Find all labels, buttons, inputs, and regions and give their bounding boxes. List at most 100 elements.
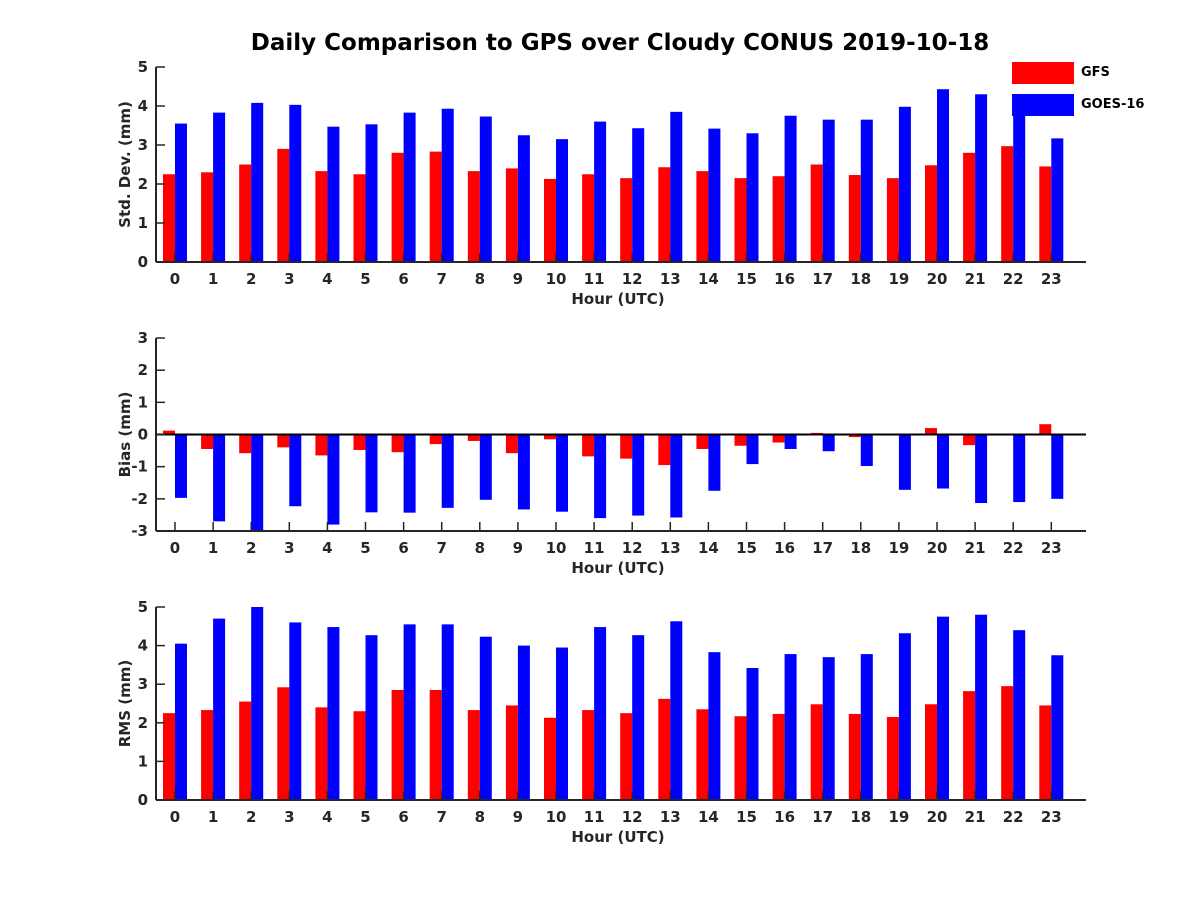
bar-std-gfs-4 (315, 171, 328, 262)
bar-bias-gfs-4 (315, 434, 328, 456)
bar-std-gfs-3 (277, 148, 290, 262)
bar-bias-goes16-12 (632, 434, 645, 516)
x-tick-label-bias-14: 14 (698, 539, 719, 557)
bar-std-goes16-12 (632, 128, 645, 262)
bar-std-goes16-4 (327, 126, 340, 262)
bar-std-gfs-15 (734, 178, 747, 262)
bar-bias-goes16-22 (1013, 434, 1026, 503)
bar-rms-goes16-12 (632, 635, 645, 800)
bar-std-gfs-23 (1039, 166, 1052, 262)
bar-bias-gfs-21 (963, 434, 976, 446)
x-tick-label-bias-18: 18 (850, 539, 871, 557)
x-tick-label-bias-22: 22 (1003, 539, 1024, 557)
bar-bias-goes16-3 (289, 434, 302, 507)
x-tick-label-rms-8: 8 (475, 808, 485, 826)
bar-rms-goes16-1 (213, 618, 226, 800)
bar-bias-gfs-9 (505, 434, 518, 454)
x-tick-label-std-12: 12 (622, 270, 643, 288)
x-tick-label-rms-0: 0 (170, 808, 180, 826)
x-tick-label-std-19: 19 (888, 270, 909, 288)
y-tick-label-bias--2: -2 (131, 490, 148, 508)
bar-rms-gfs-21 (963, 691, 976, 800)
bar-bias-goes16-21 (975, 434, 988, 504)
bar-bias-goes16-14 (708, 434, 721, 491)
x-axis-label-rms: Hour (UTC) (571, 828, 664, 846)
bar-bias-gfs-12 (620, 434, 633, 459)
bar-bias-goes16-17 (822, 434, 835, 452)
x-tick-label-bias-12: 12 (622, 539, 643, 557)
x-tick-label-bias-8: 8 (475, 539, 485, 557)
bar-std-gfs-0 (163, 174, 175, 262)
x-tick-label-rms-21: 21 (965, 808, 986, 826)
x-tick-label-bias-17: 17 (812, 539, 833, 557)
x-tick-label-std-14: 14 (698, 270, 719, 288)
y-axis-label-rms: RMS (mm) (116, 660, 134, 747)
bar-rms-goes16-21 (975, 614, 988, 800)
bar-std-goes16-9 (517, 135, 530, 262)
bar-rms-gfs-3 (277, 687, 290, 800)
x-tick-label-rms-5: 5 (360, 808, 370, 826)
x-tick-label-rms-14: 14 (698, 808, 719, 826)
y-axis-label-bias: Bias (mm) (116, 392, 134, 478)
bar-rms-goes16-3 (289, 622, 302, 800)
legend-swatch-goes16 (1012, 94, 1074, 116)
y-tick-label-bias-0: 0 (138, 426, 148, 444)
y-tick-label-rms-3: 3 (138, 675, 148, 693)
bar-std-goes16-21 (975, 94, 988, 262)
bar-rms-gfs-22 (1001, 686, 1014, 800)
x-tick-label-std-2: 2 (246, 270, 256, 288)
bar-rms-goes16-0 (175, 643, 187, 800)
x-tick-label-bias-1: 1 (208, 539, 218, 557)
bar-rms-gfs-23 (1039, 705, 1052, 800)
bar-bias-goes16-16 (784, 434, 797, 449)
bar-rms-goes16-6 (403, 624, 416, 800)
x-tick-label-rms-18: 18 (850, 808, 871, 826)
bar-rms-gfs-11 (582, 710, 595, 800)
bar-std-gfs-22 (1001, 146, 1014, 262)
bar-std-goes16-14 (708, 128, 721, 262)
bar-bias-goes16-2 (251, 434, 264, 531)
bar-rms-goes16-18 (860, 654, 873, 800)
bar-bias-gfs-8 (467, 434, 480, 441)
bar-rms-gfs-13 (658, 698, 671, 800)
x-tick-label-rms-9: 9 (513, 808, 523, 826)
x-tick-label-std-16: 16 (774, 270, 795, 288)
bar-bias-goes16-19 (898, 434, 911, 490)
bar-std-goes16-7 (441, 108, 454, 262)
x-tick-label-bias-5: 5 (360, 539, 370, 557)
bar-std-goes16-15 (746, 133, 759, 262)
legend-label-gfs: GFS (1081, 65, 1110, 80)
bar-rms-gfs-2 (239, 701, 252, 800)
bar-rms-goes16-23 (1051, 655, 1064, 800)
bar-rms-goes16-20 (937, 616, 949, 800)
x-tick-label-rms-23: 23 (1041, 808, 1062, 826)
bar-std-goes16-23 (1051, 138, 1064, 262)
bar-bias-goes16-15 (746, 434, 759, 465)
x-tick-label-bias-0: 0 (170, 539, 180, 557)
bar-std-gfs-11 (582, 174, 595, 262)
bar-std-goes16-8 (479, 116, 492, 262)
bar-bias-goes16-0 (175, 434, 187, 498)
bar-bias-gfs-18 (848, 434, 861, 438)
x-tick-label-rms-15: 15 (736, 808, 757, 826)
bar-rms-goes16-10 (556, 647, 568, 800)
x-tick-label-rms-11: 11 (584, 808, 605, 826)
bar-std-goes16-20 (937, 89, 949, 262)
bar-rms-gfs-10 (544, 717, 556, 800)
y-axis-label-std: Std. Dev. (mm) (116, 101, 134, 228)
x-tick-label-std-7: 7 (436, 270, 446, 288)
bar-bias-gfs-6 (391, 434, 404, 453)
bar-rms-gfs-16 (772, 713, 785, 800)
bar-std-gfs-7 (429, 151, 442, 262)
x-tick-label-std-18: 18 (850, 270, 871, 288)
x-tick-label-std-10: 10 (546, 270, 567, 288)
bar-bias-goes16-1 (213, 434, 226, 522)
bar-std-gfs-1 (201, 172, 214, 262)
bar-std-goes16-5 (365, 124, 378, 262)
bar-bias-goes16-4 (327, 434, 340, 525)
x-tick-label-rms-2: 2 (246, 808, 256, 826)
x-tick-label-bias-21: 21 (965, 539, 986, 557)
x-tick-label-rms-20: 20 (927, 808, 948, 826)
x-tick-label-std-15: 15 (736, 270, 757, 288)
bar-bias-goes16-9 (517, 434, 530, 510)
